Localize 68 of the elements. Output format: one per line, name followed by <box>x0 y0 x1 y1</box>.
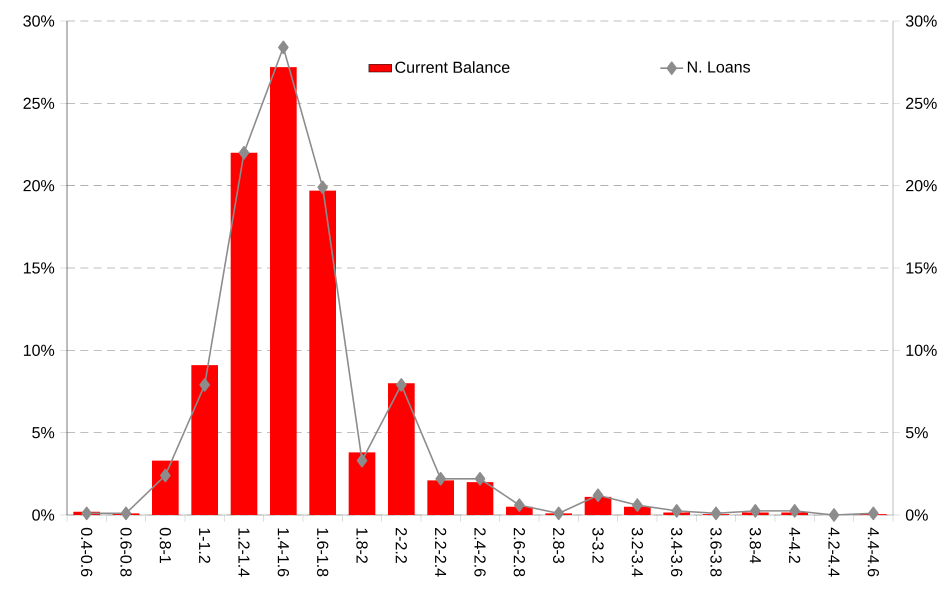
bar <box>466 482 494 515</box>
point <box>710 506 722 520</box>
y2-tick-label: 0% <box>906 509 928 521</box>
bar <box>191 365 218 515</box>
point <box>435 472 446 486</box>
bar <box>230 152 258 515</box>
point <box>238 146 250 160</box>
x-tick-label: 3.4-3.6 <box>671 528 682 576</box>
y2-tick-label: 20% <box>906 180 937 192</box>
x-tick-label: 3.6-3.8 <box>710 528 722 576</box>
y2-tick-label: 15% <box>906 262 937 274</box>
bar <box>584 496 612 515</box>
y-tick-label: 0% <box>32 509 54 521</box>
x-tick-label: 1.8-2 <box>356 528 368 563</box>
x-tick-label: 0.8-1 <box>160 528 171 563</box>
point <box>868 506 879 520</box>
y2-tick-label: 10% <box>906 344 937 356</box>
bar <box>388 383 415 515</box>
x-tick-label: 1.2-1.4 <box>238 528 250 577</box>
x-tick-label: 2.2-2.4 <box>435 528 446 577</box>
point <box>474 472 486 486</box>
point <box>750 504 761 518</box>
legend-label: N. Loans <box>688 61 750 73</box>
y-tick-label: 10% <box>24 344 54 356</box>
y-tick-label: 15% <box>24 262 54 274</box>
point <box>199 378 210 392</box>
point <box>120 506 132 520</box>
bar <box>152 460 179 515</box>
point <box>160 468 171 482</box>
point <box>278 40 289 54</box>
x-tick-label: 2.6-2.8 <box>514 528 525 576</box>
point <box>396 378 407 392</box>
legend-label: Current Balance <box>395 61 510 73</box>
y-tick-label: 20% <box>24 180 54 192</box>
x-tick-label: 0.4-0.6 <box>81 528 92 576</box>
x-tick-label: 3.8-4 <box>750 528 761 564</box>
point <box>553 506 564 520</box>
bar <box>348 452 376 515</box>
bar <box>309 190 336 515</box>
y2-tick-label: 5% <box>906 427 928 438</box>
point <box>671 504 682 518</box>
point <box>81 506 92 520</box>
point <box>317 180 328 194</box>
x-tick-label: 2-2.2 <box>396 528 407 563</box>
point <box>632 498 643 512</box>
x-tick-label: 0.6-0.8 <box>120 528 132 576</box>
x-tick-label: 2.4-2.6 <box>474 528 486 576</box>
x-tick-label: 3-3.2 <box>592 528 604 563</box>
bar <box>427 480 454 515</box>
bar <box>270 67 297 515</box>
x-tick-label: 1.6-1.8 <box>317 528 328 576</box>
point <box>592 488 604 502</box>
y-tick-label: 5% <box>32 427 54 438</box>
y2-tick-label: 25% <box>906 98 937 109</box>
y2-tick-label: 30% <box>906 15 937 27</box>
x-tick-label: 2.8-3 <box>553 528 564 564</box>
x-tick-label: 3.2-3.4 <box>632 528 643 577</box>
x-tick-label: 4-4.2 <box>789 528 800 563</box>
x-tick-label: 1.4-1.6 <box>278 528 289 576</box>
point <box>356 454 368 468</box>
x-tick-label: 1-1.2 <box>199 528 210 563</box>
point <box>514 498 525 512</box>
x-tick-label: 4.2-4.4 <box>828 528 840 577</box>
point <box>828 508 840 522</box>
y-tick-label: 25% <box>24 98 54 109</box>
x-tick-label: 4.4-4.6 <box>868 528 879 576</box>
y-tick-label: 30% <box>23 15 54 27</box>
point <box>789 504 800 518</box>
